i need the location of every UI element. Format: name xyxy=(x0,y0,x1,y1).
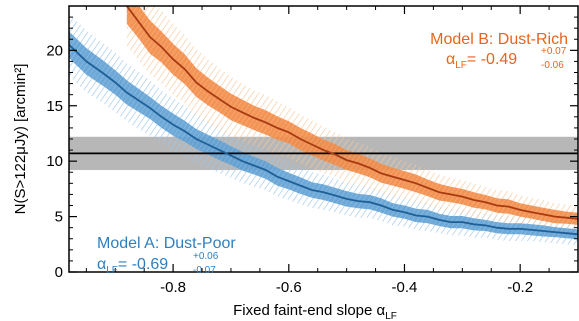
y-tick-label: 10 xyxy=(46,153,63,170)
model-a-line xyxy=(69,44,578,236)
plot-area xyxy=(69,6,578,246)
x-tick-label: -0.8 xyxy=(160,279,186,296)
y-tick-label: 15 xyxy=(46,98,63,115)
y-axis-title: N(S>122μJy) [arcmin²] xyxy=(12,64,29,215)
x-tick-label: -0.2 xyxy=(507,279,533,296)
model-a-err-plus: +0.06 xyxy=(193,251,219,262)
model-a-err-minus: -0.07 xyxy=(193,265,216,276)
model-b-title: Model B: Dust-Rich xyxy=(430,31,568,48)
y-tick-label: 0 xyxy=(55,264,63,281)
model-b-alpha: αLF= -0.49 xyxy=(446,51,517,71)
model-b-line xyxy=(126,6,578,220)
x-axis-title: Fixed faint-end slope αLF xyxy=(233,302,397,321)
model-b-annotation: Model B: Dust-Rich αLF= -0.49 +0.07 -0.0… xyxy=(430,31,568,71)
model-b-alpha-value: = -0.49 xyxy=(467,51,517,68)
x-tick-label: -0.6 xyxy=(276,279,302,296)
y-tick-label: 5 xyxy=(55,209,63,226)
y-tick-label: 20 xyxy=(46,42,63,59)
y-axis-ticks: 0 5 10 15 20 xyxy=(46,16,578,281)
model-a-alpha-symbol: α xyxy=(97,256,106,273)
model-b-err-plus: +0.07 xyxy=(541,46,567,57)
x-tick-label: -0.4 xyxy=(392,279,418,296)
model-a-inner-band xyxy=(69,31,578,240)
model-a-title: Model A: Dust-Poor xyxy=(97,235,236,252)
x-axis-ticks: -0.8 -0.6 -0.4 -0.2 xyxy=(85,6,550,296)
model-b-alpha-sub: LF xyxy=(455,60,467,71)
model-a-annotation: Model A: Dust-Poor αLF= -0.69 +0.06 -0.0… xyxy=(97,235,236,276)
model-b-alpha-symbol: α xyxy=(446,51,455,68)
model-b-err-minus: -0.06 xyxy=(541,60,564,71)
model-a-alpha: αLF= -0.69 xyxy=(97,256,168,276)
model-a-alpha-sub: LF xyxy=(106,265,118,276)
model-a-alpha-value: = -0.69 xyxy=(118,256,168,273)
